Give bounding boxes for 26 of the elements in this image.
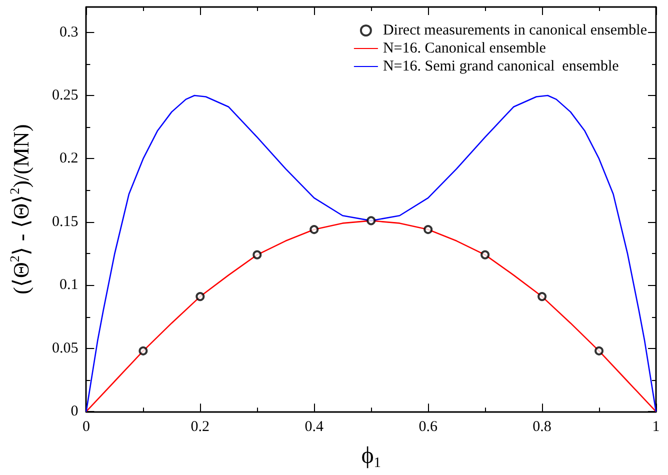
point [252, 250, 262, 260]
legend-label: N=16. Semi grand canonical ensemble [382, 58, 620, 74]
point [480, 250, 490, 260]
legend-label: N=16. Canonical ensemble [382, 40, 546, 56]
x-tick-label: 0.6 [418, 419, 438, 436]
x-tick-label: 0.2 [190, 419, 210, 436]
y-tick-label: 0.1 [59, 277, 78, 294]
y-tick-label: 0.2 [59, 150, 78, 167]
y-tick-label: 0.15 [52, 214, 78, 230]
point [366, 216, 376, 226]
point [424, 225, 433, 234]
x-tick-label: 0 [82, 419, 90, 436]
y-tick-label: 0.25 [52, 88, 78, 104]
x-tick-label: 0.8 [532, 419, 552, 436]
y-tick-label: 0.05 [52, 340, 78, 356]
x-tick-label: 1 [652, 419, 660, 436]
point [310, 225, 319, 234]
legend-label: Direct measurements in canonical ensemble [382, 22, 648, 38]
point [594, 346, 604, 356]
y-tick-label: 0 [70, 404, 78, 420]
point [538, 292, 547, 302]
x-tick-label: 0.4 [304, 419, 324, 436]
point [138, 346, 148, 356]
y-tick-label: 0.3 [59, 24, 78, 40]
y-axis-title: (⟨Θ2⟩ - ⟨Θ⟩2)/(MN) [7, 124, 34, 294]
point [196, 292, 205, 302]
